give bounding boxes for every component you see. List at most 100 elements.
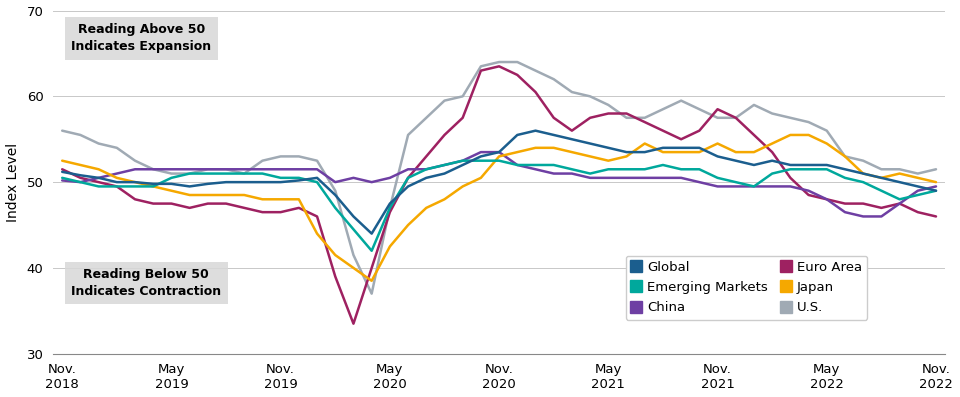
Euro Area [130,197,141,202]
Euro Area [111,184,123,189]
U.S. [148,167,159,172]
Emerging Markets [876,188,887,193]
Euro Area [621,111,633,116]
Global [439,171,450,176]
China [930,184,942,189]
Japan [621,154,633,159]
Euro Area [148,201,159,206]
Japan [493,154,505,159]
Japan [803,133,814,137]
Global [111,180,123,185]
U.S. [457,94,468,99]
Euro Area [603,111,614,116]
Global [457,163,468,168]
Euro Area [238,206,250,210]
U.S. [256,158,268,163]
U.S. [912,171,924,176]
Global [658,145,669,150]
China [876,214,887,219]
Euro Area [202,201,213,206]
Line: Emerging Markets: Emerging Markets [62,161,936,251]
China [894,201,905,206]
Emerging Markets [384,206,396,210]
Global [566,137,578,142]
China [148,167,159,172]
Euro Area [711,107,723,112]
U.S. [748,102,759,107]
China [839,210,851,214]
U.S. [803,120,814,125]
Euro Area [57,167,68,172]
China [93,175,105,180]
U.S. [275,154,286,159]
China [329,180,341,185]
Euro Area [184,206,196,210]
U.S. [512,60,523,64]
Japan [839,154,851,159]
Emerging Markets [857,180,869,185]
Euro Area [803,193,814,197]
Euro Area [256,210,268,214]
Euro Area [821,197,832,202]
Emerging Markets [130,184,141,189]
Emerging Markets [148,184,159,189]
Euro Area [676,137,687,142]
China [766,184,778,189]
China [821,197,832,202]
China [585,175,596,180]
Emerging Markets [293,175,304,180]
Japan [548,145,560,150]
Euro Area [493,64,505,69]
Japan [475,175,487,180]
China [275,167,286,172]
Japan [439,197,450,202]
Japan [130,180,141,185]
U.S. [530,68,541,73]
Emerging Markets [658,163,669,168]
Japan [75,163,86,168]
Emerging Markets [693,167,705,172]
Euro Area [839,201,851,206]
Euro Area [585,116,596,120]
Japan [256,197,268,202]
Global [384,201,396,206]
Japan [238,193,250,197]
Japan [711,141,723,146]
U.S. [839,154,851,159]
Euro Area [311,214,323,219]
Emerging Markets [493,158,505,163]
U.S. [585,94,596,99]
Euro Area [930,214,942,219]
Emerging Markets [730,180,741,185]
U.S. [566,90,578,94]
Global [730,158,741,163]
U.S. [57,128,68,133]
Japan [275,197,286,202]
Euro Area [457,116,468,120]
U.S. [621,116,633,120]
Global [348,214,359,219]
China [348,175,359,180]
Emerging Markets [57,175,68,180]
Euro Area [857,201,869,206]
Emerging Markets [311,180,323,185]
China [256,167,268,172]
China [857,214,869,219]
China [512,163,523,168]
Japan [57,158,68,163]
Emerging Markets [784,167,796,172]
China [111,171,123,176]
Emerging Markets [366,249,377,253]
Global [311,175,323,180]
Emerging Markets [275,175,286,180]
Emerging Markets [803,167,814,172]
Global [839,167,851,172]
Text: Reading Below 50
Indicates Contraction: Reading Below 50 Indicates Contraction [71,268,222,298]
Euro Area [384,210,396,214]
Japan [930,180,942,185]
U.S. [876,167,887,172]
Japan [658,150,669,154]
Global [603,145,614,150]
Emerging Markets [348,227,359,232]
Global [202,181,213,186]
